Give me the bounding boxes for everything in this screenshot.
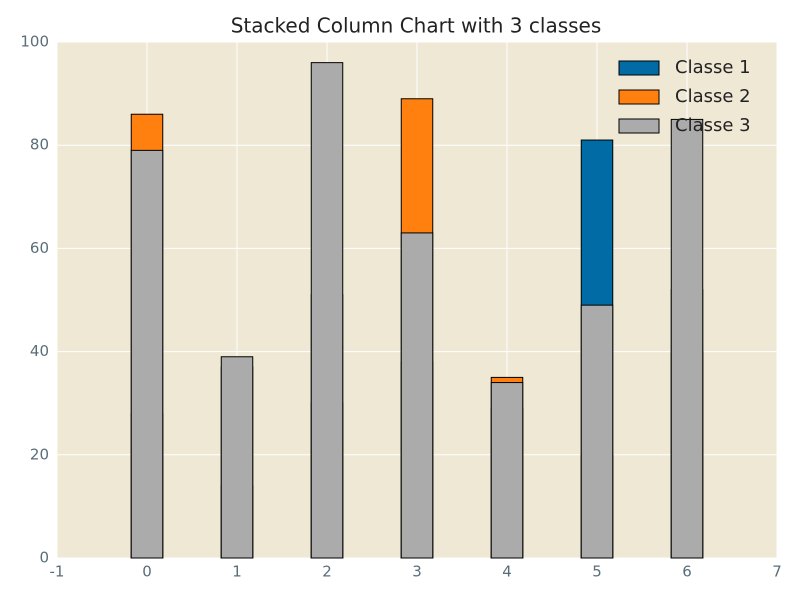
bar <box>670 118 704 559</box>
y-tick-label: 40 <box>30 342 49 360</box>
legend-label: Classe 2 <box>675 86 751 107</box>
y-tick-label: 0 <box>39 549 49 567</box>
x-tick-label: 2 <box>322 563 332 581</box>
bar <box>220 356 254 559</box>
y-tick-label: 100 <box>20 33 49 51</box>
x-tick-label: 4 <box>502 563 512 581</box>
y-tick-label: 80 <box>30 136 49 154</box>
y-tick-label: 20 <box>30 445 49 463</box>
x-tick-label: 7 <box>772 563 782 581</box>
legend-swatch <box>618 89 660 105</box>
legend-swatch <box>618 118 660 134</box>
x-tick-label: -1 <box>50 563 65 581</box>
x-tick-label: 3 <box>412 563 422 581</box>
legend-label: Classe 1 <box>675 57 751 78</box>
bar <box>400 232 434 559</box>
x-tick-label: 0 <box>142 563 152 581</box>
y-tick-label: 60 <box>30 239 49 257</box>
bar <box>580 304 614 559</box>
bar <box>490 382 524 559</box>
x-tick-label: 5 <box>592 563 602 581</box>
chart-title: Stacked Column Chart with 3 classes <box>231 14 602 38</box>
bar <box>310 62 344 559</box>
x-tick-label: 6 <box>682 563 692 581</box>
x-tick-label: 1 <box>232 563 242 581</box>
legend-swatch <box>618 60 660 76</box>
legend-label: Classe 3 <box>675 115 751 136</box>
bar <box>130 149 164 559</box>
